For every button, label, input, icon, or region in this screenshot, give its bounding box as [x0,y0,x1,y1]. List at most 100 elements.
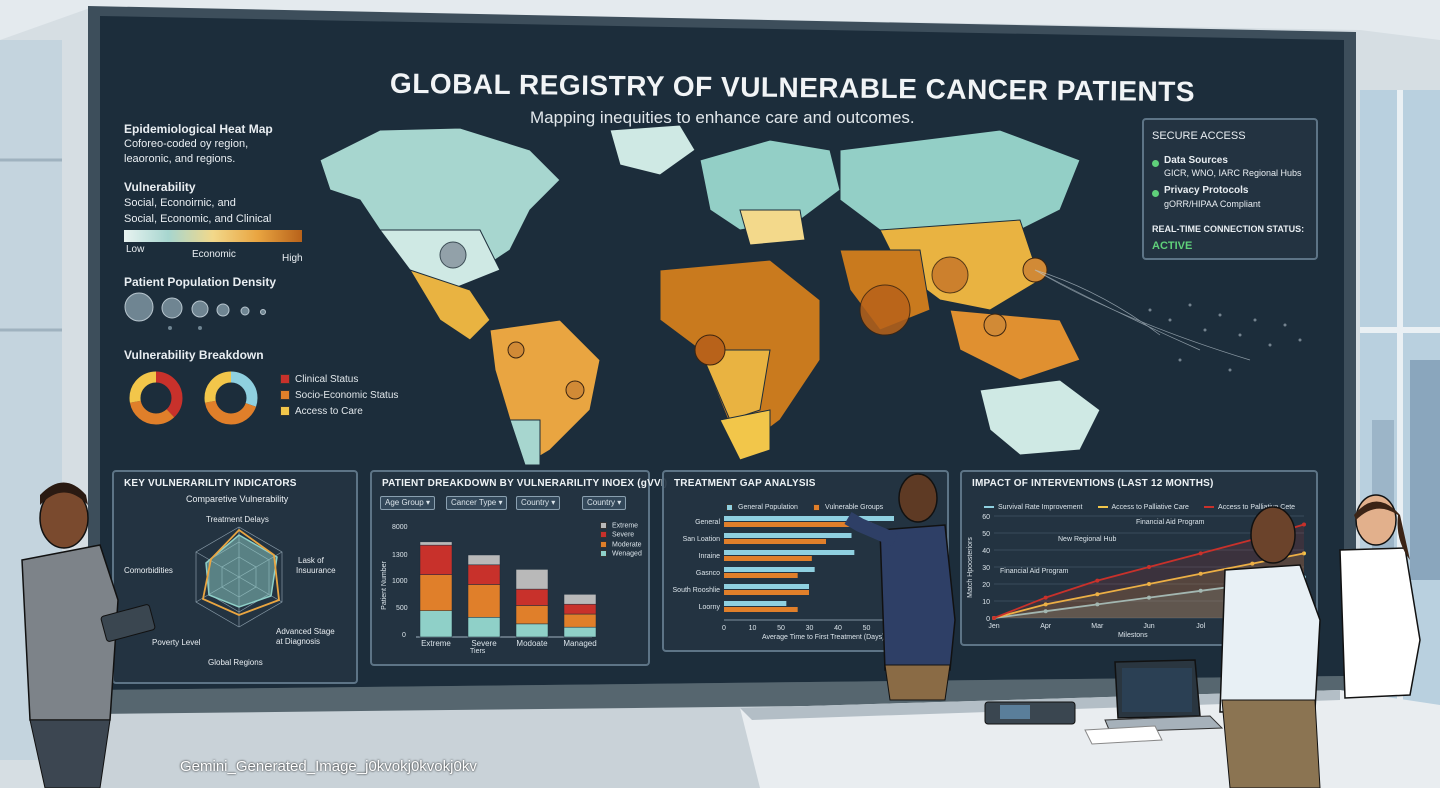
density-legend-circles [124,292,266,330]
breakdown-donuts [129,371,258,425]
x-tick-label: Modoate [516,639,548,648]
legend-item: Extreme [600,522,642,529]
secure-access-panel: SECURE ACCESS Data Sources GICR, WNO, IA… [1142,118,1318,260]
gap-bar-vulnerable [724,573,798,578]
y-tick-label: 1000 [392,578,408,585]
series-point [1198,551,1203,556]
privacy-protocols-detail: gORR/HIPAA Compliant [1164,199,1261,209]
stacked-bar-segment [467,554,501,566]
x-tick-label: Jun [1143,623,1154,630]
radar-axis-label: Advanced Stage [276,627,335,636]
y-tick-label: South Rooshlie [673,587,721,594]
y-tick-label: General [695,519,720,526]
gap-bar-general [724,550,855,555]
gap-bar-vulnerable [724,607,798,612]
y-tick-label: 1300 [392,552,408,559]
filter-cancer-type[interactable]: Cancer Type ▾ [446,496,508,510]
heatmap-title: Epidemiological Heat Map [124,122,273,136]
world-heat-map[interactable] [300,120,1340,470]
vulnerability-scale-bar [124,230,302,242]
series-point [1198,571,1203,576]
legend-item-clinical: Clinical Status [280,374,398,385]
scale-high-label: High [282,253,303,264]
series-point [1147,565,1151,569]
series-point [1250,561,1255,566]
y-tick-label: Gasnco [696,570,720,577]
legend-swatch [280,390,290,401]
doctor [1339,494,1421,699]
legend-swatch [726,503,733,511]
filter-country[interactable]: Country ▾ [516,496,561,510]
legend-item: Severe [600,531,642,539]
y-tick-label: San Loation [683,536,720,543]
legend-item: Survival Rate Improvement [984,504,1082,511]
x-tick-label: 40 [834,625,842,632]
status-dot-icon [1152,160,1159,167]
radar-axis-label: Lask of [298,556,324,565]
presenter-center [844,473,956,701]
impact-legend: Survival Rate Improvement Access to Pall… [984,494,1295,513]
stacked-bar-segment [419,574,453,611]
series-point [1095,602,1100,607]
stacked-bar-segment [467,584,501,618]
vulnerability-desc-1: Social, Econoirnic, and [124,197,236,209]
filter-label: Age Group [385,498,424,507]
chevron-down-icon: ▾ [498,498,503,507]
gap-bar-vulnerable [724,556,812,561]
chevron-down-icon: ▾ [551,498,556,507]
radar-axis-label: Poverty Level [152,638,201,647]
x-tick-label: 50 [863,625,871,632]
legend-item: General Population [726,503,798,511]
connection-status-value: ACTIVE [1152,240,1193,252]
gap-bar-general [724,567,815,572]
legend-swatch [600,522,607,529]
gap-bar-general [724,533,852,538]
gap-bar-general [724,516,894,521]
radar-chart [195,526,283,628]
legend-line [1097,506,1108,509]
legend-line [1204,506,1215,509]
breakdown-legend: Clinical Status Socio-Economic Status Ac… [280,374,398,417]
series-point [1198,588,1203,593]
connection-status-label: REAL-TIME CONNECTION STATUS: [1152,224,1305,234]
chevron-down-icon: ▾ [425,498,430,507]
chart-annotation: Financial Aid Program [1136,519,1205,526]
key-indicators-panel[interactable]: KEY VULNERARILITY INDICATORS Comparetive… [112,470,358,684]
legend-item: Vulnerable Groups [813,503,884,511]
patient-breakdown-panel[interactable]: PATIENT DREAKDOWN BY VULNERARILITY INOEX… [370,470,667,666]
legend-swatch [600,550,607,558]
x-tick-label: Severe [471,639,497,648]
legend-label: Severe [612,531,635,539]
series-point [1095,578,1100,583]
legend-item: Access to Palliative Cete [1204,504,1295,511]
legend-swatch [280,374,290,385]
breakdown-legend: Extreme Severe Moderate Wenaged [600,522,642,557]
filter-label: Country [521,498,550,507]
legend-label: Vulnerable Groups [825,504,884,511]
scale-mid-label: Economic [192,249,236,260]
series-point [1043,609,1048,614]
presenter-left [21,482,156,788]
chart-annotation: Financial Aid Program [1000,568,1069,575]
gap-bar-general [724,584,809,589]
x-tick-label: Extreme [421,639,451,648]
filter-age-group[interactable]: Age Group ▾ [380,496,435,510]
stacked-bar-segment [419,541,453,546]
legend-label: Clinical Status [295,374,359,385]
x-axis-label: Average Time to First Treatment (Days) [762,634,885,641]
x-tick-label: 30 [806,625,814,632]
y-tick-label: 50 [982,531,990,538]
filter-country-2[interactable]: Country ▾ [582,496,627,510]
x-tick-label: Jen [988,623,999,630]
y-tick-label: 30 [982,565,990,572]
y-tick-label: 10 [982,599,990,606]
heatmap-desc-2: leaoronic, and regions. [124,153,236,165]
x-tick-label: 0 [722,625,726,632]
y-tick-label: 0 [986,616,990,623]
x-tick-label: Managed [563,639,596,648]
chevron-down-icon: ▾ [617,498,622,507]
heatmap-desc-1: Coforeo-coded oy region, [124,138,249,150]
series-point [1043,595,1048,600]
patient-breakdown-title: PATIENT DREAKDOWN BY VULNERARILITY INOEX… [382,478,668,489]
scale-low-label: Low [126,244,145,255]
